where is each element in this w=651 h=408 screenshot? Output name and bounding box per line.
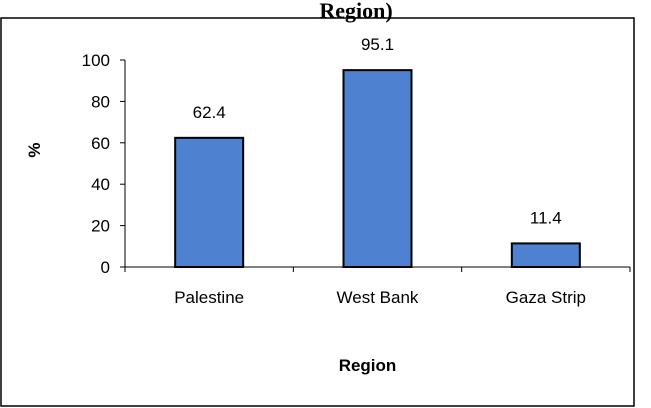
x-axis-title: Region <box>339 356 397 375</box>
top-caption: Region) <box>319 0 392 23</box>
y-ticks: 0 20 40 60 80 100 <box>82 51 125 277</box>
x-tick-label: West Bank <box>337 288 419 307</box>
bar <box>510 242 581 268</box>
data-labels: 62.4 95.1 11.4 <box>193 35 562 227</box>
y-tick-label: 20 <box>91 217 110 236</box>
x-tick-label: Palestine <box>174 288 244 307</box>
data-label: 95.1 <box>361 35 394 54</box>
data-label: 11.4 <box>530 208 562 227</box>
data-label: 62.4 <box>193 103 226 122</box>
bars-layer <box>174 69 581 268</box>
chart-frame <box>0 17 635 407</box>
y-tick-label: 100 <box>82 51 110 70</box>
y-tick-label: 0 <box>101 258 110 277</box>
x-ticks: Palestine West Bank Gaza Strip <box>124 267 631 307</box>
y-tick-label: 40 <box>91 175 110 194</box>
y-tick-label: 60 <box>91 134 110 153</box>
y-axis-title: % <box>25 142 44 157</box>
bar <box>342 69 413 268</box>
x-tick-label: Gaza Strip <box>506 288 586 307</box>
bar <box>174 136 245 268</box>
y-tick-label: 80 <box>91 92 110 111</box>
